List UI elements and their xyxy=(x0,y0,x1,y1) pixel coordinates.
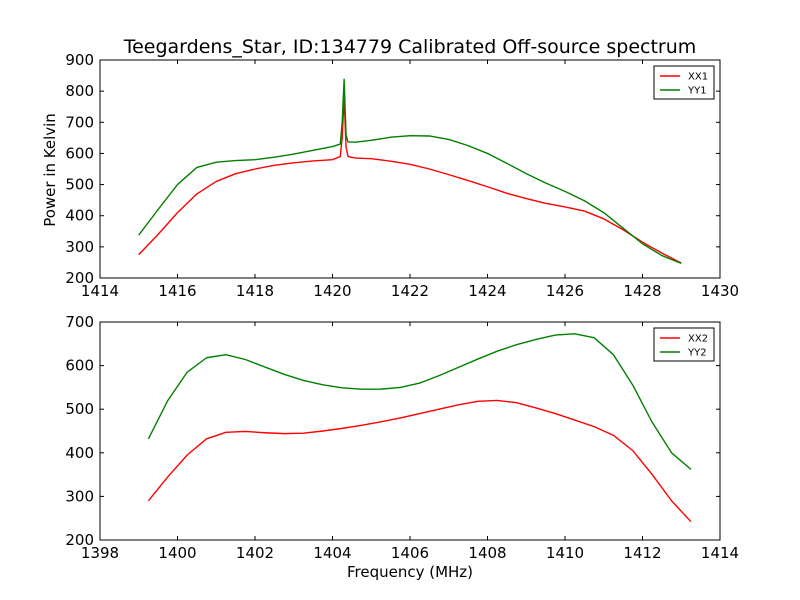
series-line-yy1 xyxy=(138,78,682,265)
y-tick-label: 300 xyxy=(65,487,94,505)
legend-box xyxy=(653,327,715,362)
x-tick-label: 1404 xyxy=(313,544,351,562)
x-tick-label: 1406 xyxy=(391,544,429,562)
y-tick-label: 500 xyxy=(65,176,94,194)
y-tick-label: 200 xyxy=(65,269,94,287)
x-tick-label: 1422 xyxy=(391,282,429,300)
legend-label-yy2: YY2 xyxy=(687,348,707,359)
x-tick-label: 1430 xyxy=(701,282,739,300)
series-line-yy2 xyxy=(147,333,692,470)
y-tick-label: 300 xyxy=(65,238,94,256)
legend-label-yy1: YY1 xyxy=(687,86,707,97)
x-tick-label: 1412 xyxy=(623,544,661,562)
x-tick-label: 1414 xyxy=(701,544,739,562)
x-tick-label: 1402 xyxy=(236,544,274,562)
y-tick-label: 700 xyxy=(65,313,94,331)
series-line-xx2 xyxy=(147,399,692,523)
y-tick-label: 500 xyxy=(65,400,94,418)
y-tick-label: 800 xyxy=(65,82,94,100)
y-tick-label: 400 xyxy=(65,207,94,225)
x-tick-label: 1420 xyxy=(313,282,351,300)
x-tick-label: 1428 xyxy=(623,282,661,300)
y-tick-label: 400 xyxy=(65,444,94,462)
series-line-xx1 xyxy=(138,96,682,264)
y-tick-label: 200 xyxy=(65,531,94,549)
x-tick-label: 1414 xyxy=(81,282,119,300)
top-y-axis-label: Power in Kelvin xyxy=(41,113,59,227)
x-tick-label: 1400 xyxy=(158,544,196,562)
x-tick-label: 1418 xyxy=(236,282,274,300)
x-tick-label: 1410 xyxy=(546,544,584,562)
y-tick-label: 600 xyxy=(65,144,94,162)
top-panel: 1414 1416 1418 1420 1422 1424 1426 1428 1430 200 3… xyxy=(65,51,739,300)
x-tick-label: 1398 xyxy=(81,544,119,562)
x-tick-label: 1424 xyxy=(468,282,506,300)
x-tick-label: 1416 xyxy=(158,282,196,300)
chart-title: Teegardens_Star, ID:134779 Calibrated Of… xyxy=(123,36,697,58)
y-tick-label: 700 xyxy=(65,113,94,131)
y-tick-label: 900 xyxy=(65,51,94,69)
bottom-panel: 1398 1400 1402 1404 1406 1408 1410 1412 1414 200 3… xyxy=(65,313,739,562)
x-tick-label: 1408 xyxy=(468,544,506,562)
legend-label-xx2: XX2 xyxy=(688,334,708,345)
x-tick-label: 1426 xyxy=(546,282,584,300)
legend-box xyxy=(653,65,715,100)
bottom-x-axis-label: Frequency (MHz) xyxy=(347,563,473,581)
legend-label-xx1: XX1 xyxy=(688,72,708,83)
y-tick-label: 600 xyxy=(65,357,94,375)
